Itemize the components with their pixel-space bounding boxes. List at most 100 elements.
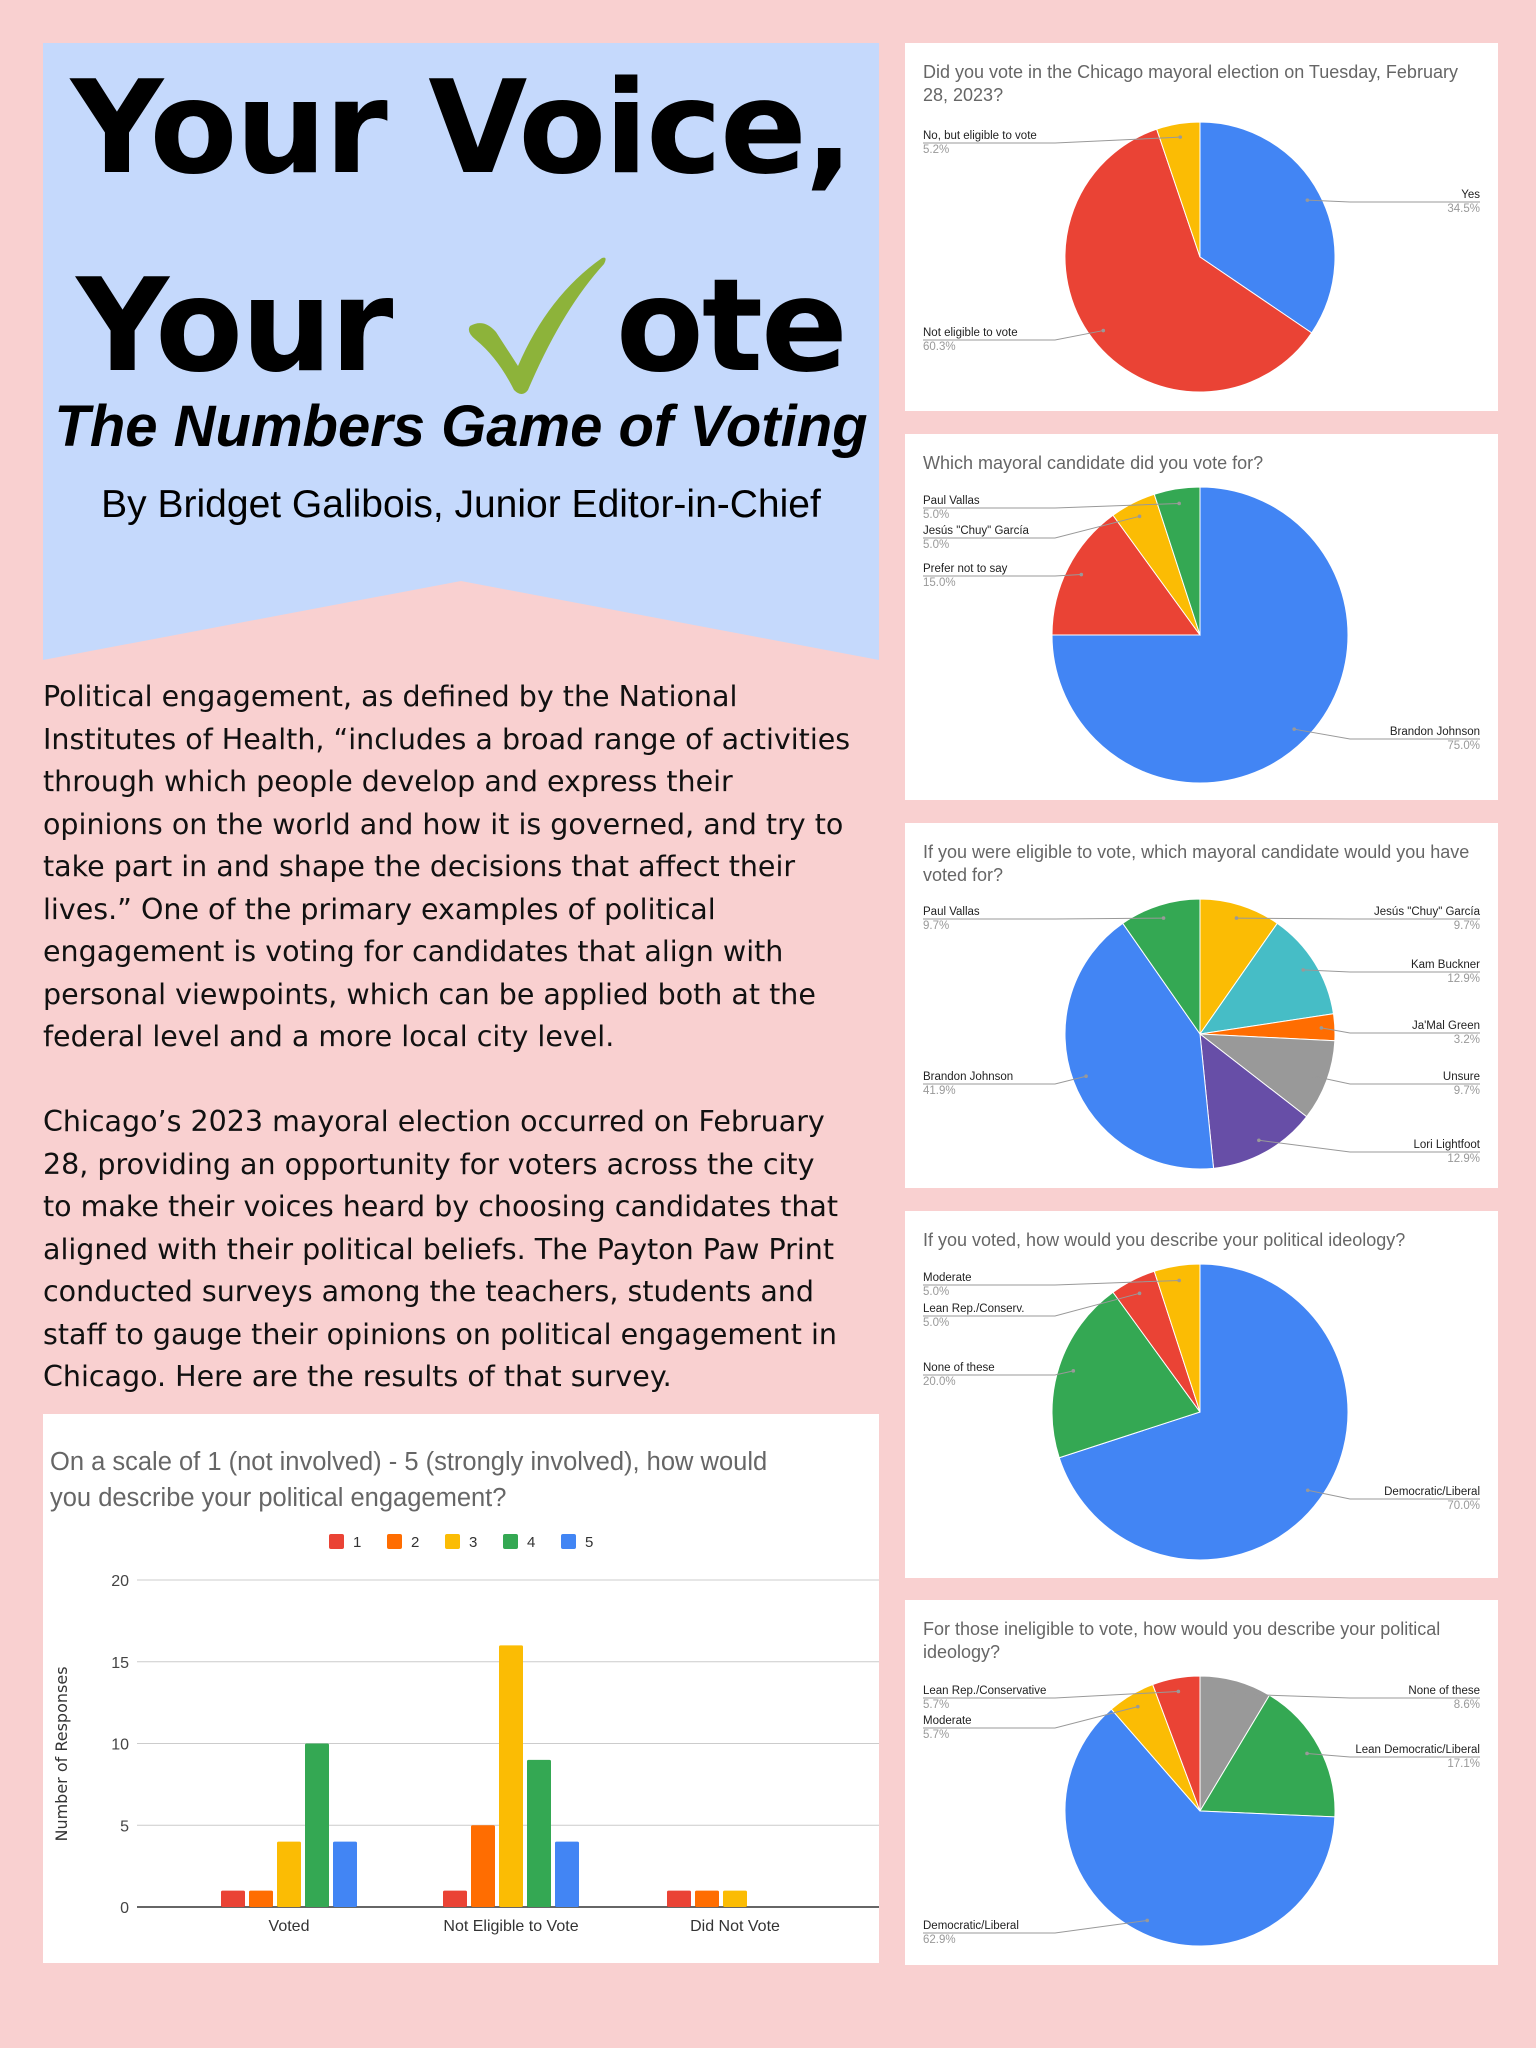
slice-label-name: Moderate xyxy=(923,1272,972,1284)
article-line: through which people develop and express… xyxy=(43,765,733,798)
slice-label-name: Brandon Johnson xyxy=(1389,726,1480,738)
article-line: personal viewpoints, which can be applie… xyxy=(43,977,816,1011)
slice-label: Yes 34.5% xyxy=(1447,188,1480,216)
slice-label-percent: 20.0% xyxy=(923,1376,956,1388)
slice-label: None of these 8.6% xyxy=(1408,1684,1480,1712)
leader-dot xyxy=(1178,135,1183,139)
article-paragraph: Political engagement, as defined by the … xyxy=(43,676,903,1059)
slice-label-percent: 60.3% xyxy=(923,341,956,353)
slice-label-percent: 9.7% xyxy=(923,920,950,932)
pie-slice xyxy=(1064,922,1215,1170)
article-line: 28, providing an opportunity for voters … xyxy=(43,1147,815,1181)
leader-dot xyxy=(1305,1488,1310,1493)
slice-label-percent: 5.0% xyxy=(923,509,950,521)
article-line: conducted surveys among the teachers, st… xyxy=(43,1275,814,1308)
pie-slice xyxy=(1153,1263,1201,1413)
slice-label-percent: 12.9% xyxy=(1447,1153,1480,1165)
y-axis-label: Number of Responses xyxy=(52,1666,71,1841)
header-ribbon-background xyxy=(43,43,879,660)
pie-chart-title: If you were eligible to vote, which mayo… xyxy=(923,842,1470,885)
article-paragraph: Chicago’s 2023 mayoral election occurred… xyxy=(43,1101,903,1399)
slice-label-name: None of these xyxy=(1408,1685,1480,1697)
leader-line xyxy=(1294,728,1480,740)
pie-slice xyxy=(1199,1694,1336,1818)
pie-slice xyxy=(1199,1032,1308,1169)
slice-label: Brandon Johnson 75.0% xyxy=(1390,725,1480,753)
slice-label-percent: 3.2% xyxy=(1453,1034,1480,1046)
y-tick-label: 0 xyxy=(120,1900,129,1917)
y-tick-label: 20 xyxy=(111,1573,129,1590)
slice-label-name: Lean Rep./Conservative xyxy=(923,1685,1047,1697)
header-banner: Your Voice, Your ote The Numbers Game of… xyxy=(43,43,879,660)
chart-title: On a scale of 1 (not involved) - 5 (stro… xyxy=(50,1448,767,1476)
bar xyxy=(471,1825,495,1907)
bar-chart-svg: On a scale of 1 (not involved) - 5 (stro… xyxy=(50,1448,879,1935)
leader-line xyxy=(923,917,1164,920)
pie-slice xyxy=(1156,121,1201,258)
bar xyxy=(499,1645,523,1907)
slice-label: Moderate 5.0% xyxy=(923,1271,972,1299)
leader-line xyxy=(923,1690,1179,1699)
pie-slice xyxy=(1199,898,1278,1036)
slice-label: Paul Vallas 5.0% xyxy=(923,494,980,522)
slice-label-percent: 5.7% xyxy=(923,1699,950,1711)
article-line: Chicago. Here are the results of that su… xyxy=(43,1360,672,1393)
slice-label: Democratic/Liberal 70.0% xyxy=(1384,1485,1480,1513)
slice-label-percent: 9.7% xyxy=(1453,920,1480,932)
pie-chart-title: For those ineligible to vote, how would … xyxy=(923,1619,1441,1662)
leader-dot xyxy=(1136,1704,1140,1709)
leader-dot xyxy=(1177,1278,1181,1283)
slice-label-percent: 8.6% xyxy=(1453,1699,1480,1711)
leader-dot xyxy=(1177,501,1181,506)
slice-label-name: Jesús "Chuy" García xyxy=(923,525,1029,537)
leader-dot xyxy=(1137,514,1142,519)
leader-dot xyxy=(1137,1291,1142,1296)
bar xyxy=(333,1841,357,1907)
leader-dot xyxy=(1257,1138,1261,1143)
pie-chart-title: Which mayoral candidate did you vote for… xyxy=(923,453,1264,473)
pie-slice xyxy=(1122,898,1201,1036)
slice-label: Jesús "Chuy" García 9.7% xyxy=(1374,905,1480,933)
slice-label-percent: 15.0% xyxy=(923,577,956,589)
slice-label-name: Democratic/Liberal xyxy=(1384,1486,1480,1498)
leader-line xyxy=(1236,917,1480,920)
legend-label: 2 xyxy=(411,1534,419,1551)
subtitle: The Numbers Game of Voting xyxy=(54,394,868,459)
leader-dot xyxy=(1079,572,1084,577)
slice-label: Lori Lightfoot 12.9% xyxy=(1414,1138,1481,1166)
slice-label-percent: 62.9% xyxy=(923,1934,956,1946)
legend-swatch xyxy=(387,1534,402,1549)
bar xyxy=(527,1759,551,1907)
article-line: to make their voices heard by choosing c… xyxy=(43,1190,839,1223)
slice-label: Democratic/Liberal 62.9% xyxy=(923,1919,1019,1947)
leader-line xyxy=(923,330,1104,341)
leader-line xyxy=(923,136,1181,144)
article-line: staff to gauge their opinions on politic… xyxy=(43,1317,837,1351)
leader-dot xyxy=(1230,1692,1235,1696)
slice-label-percent: 75.0% xyxy=(1447,740,1480,752)
slice-label-name: Prefer not to say xyxy=(923,563,1008,575)
leader-dot xyxy=(1319,1026,1324,1030)
leader-line xyxy=(923,1706,1138,1729)
chart-title: you describe your political engagement? xyxy=(50,1484,506,1512)
check-mark-icon xyxy=(468,257,606,394)
slice-label: Lean Rep./Conserv. 5.0% xyxy=(923,1302,1024,1330)
slice-label-name: Lori Lightfoot xyxy=(1413,1139,1481,1151)
y-tick-label: 5 xyxy=(120,1818,129,1835)
leader-line xyxy=(1258,1139,1480,1153)
slice-label-name: Lean Rep./Conserv. xyxy=(923,1303,1025,1315)
pie-svg xyxy=(923,1263,1480,1561)
article-line: opinions on the world and how it is gove… xyxy=(43,807,844,841)
leader-line xyxy=(923,574,1082,577)
leader-dot xyxy=(1305,198,1310,202)
slice-label-percent: 41.9% xyxy=(923,1085,956,1097)
slice-label: Not eligible to vote 60.3% xyxy=(923,326,1018,354)
legend-label: 5 xyxy=(585,1534,593,1551)
leader-dot xyxy=(1084,1074,1088,1079)
leader-line xyxy=(923,1075,1087,1085)
article-line: Political engagement, as defined by the … xyxy=(43,680,738,713)
slice-label-name: Lean Democratic/Liberal xyxy=(1355,1744,1480,1756)
slice-label-name: Not eligible to vote xyxy=(923,327,1018,339)
slice-label: Brandon Johnson 41.9% xyxy=(923,1070,1013,1098)
slice-label-percent: 12.9% xyxy=(1447,973,1480,985)
